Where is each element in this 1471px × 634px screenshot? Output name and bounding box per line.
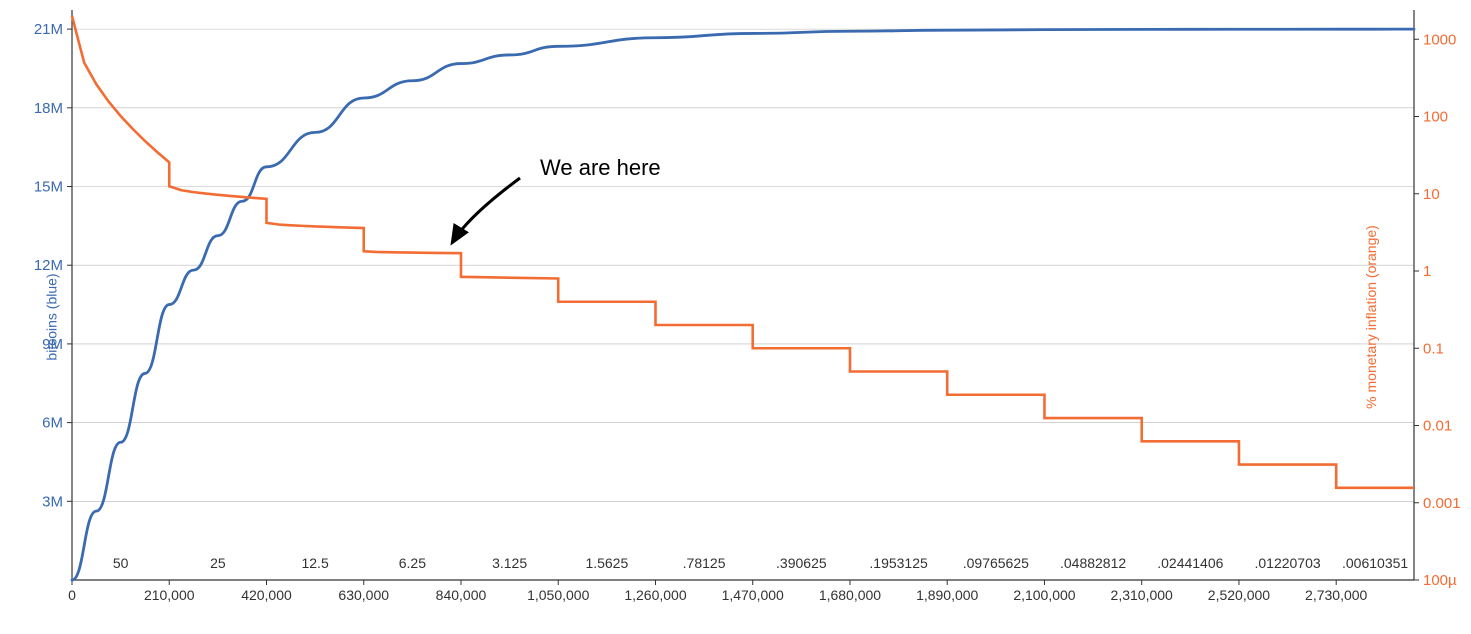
x-tick-label: 2,730,000 bbox=[1305, 587, 1367, 603]
x-tick-label: 2,100,000 bbox=[1013, 587, 1075, 603]
x-tick-label: 2,520,000 bbox=[1208, 587, 1270, 603]
x-tick-label: 2,310,000 bbox=[1111, 587, 1173, 603]
y-right-tick-label: 10 bbox=[1423, 186, 1440, 203]
reward-label: .02441406 bbox=[1157, 555, 1223, 571]
y-right-axis-label: % monetary inflation (orange) bbox=[1363, 225, 1379, 409]
x-tick-label: 1,050,000 bbox=[527, 587, 589, 603]
x-tick-label: 840,000 bbox=[436, 587, 487, 603]
reward-label: .04882812 bbox=[1060, 555, 1126, 571]
reward-label: 3.125 bbox=[492, 555, 527, 571]
y-right-tick-label: 0.001 bbox=[1423, 495, 1461, 512]
y-right-tick-label: 1000 bbox=[1423, 31, 1456, 48]
y-right-tick-label: 100 bbox=[1423, 109, 1448, 126]
chart-container: bitcoins (blue) % monetary inflation (or… bbox=[0, 0, 1471, 634]
x-tick-label: 210,000 bbox=[144, 587, 195, 603]
reward-label: 50 bbox=[113, 555, 129, 571]
reward-label: 12.5 bbox=[301, 555, 328, 571]
y-right-tick-label: 0.01 bbox=[1423, 418, 1452, 435]
chart-svg: 3M6M9M12M15M18M21M10001001010.10.010.001… bbox=[0, 0, 1471, 634]
x-tick-label: 1,470,000 bbox=[722, 587, 784, 603]
x-tick-label: 1,890,000 bbox=[916, 587, 978, 603]
y-left-tick-label: 6M bbox=[42, 415, 63, 432]
reward-label: .09765625 bbox=[963, 555, 1029, 571]
x-tick-label: 420,000 bbox=[241, 587, 292, 603]
supply-line bbox=[72, 29, 1414, 580]
reward-label: .01220703 bbox=[1254, 555, 1320, 571]
annotation-text: We are here bbox=[540, 155, 661, 181]
y-right-tick-label: 0.1 bbox=[1423, 340, 1444, 357]
y-left-tick-label: 15M bbox=[34, 179, 63, 196]
annotation-arrow bbox=[452, 178, 520, 243]
reward-label: .1953125 bbox=[869, 555, 928, 571]
y-left-axis-label: bitcoins (blue) bbox=[44, 273, 60, 360]
y-right-tick-label: 100µ bbox=[1423, 572, 1457, 589]
x-tick-label: 630,000 bbox=[338, 587, 389, 603]
x-tick-label: 1,680,000 bbox=[819, 587, 881, 603]
reward-label: .78125 bbox=[683, 555, 726, 571]
reward-label: 1.5625 bbox=[585, 555, 628, 571]
x-tick-label: 0 bbox=[68, 587, 76, 603]
reward-label: .00610351 bbox=[1342, 555, 1408, 571]
y-left-tick-label: 21M bbox=[34, 21, 63, 38]
y-left-tick-label: 12M bbox=[34, 257, 63, 274]
reward-label: .390625 bbox=[776, 555, 827, 571]
x-tick-label: 1,260,000 bbox=[624, 587, 686, 603]
y-left-tick-label: 3M bbox=[42, 493, 63, 510]
reward-label: 6.25 bbox=[399, 555, 426, 571]
y-left-tick-label: 18M bbox=[34, 100, 63, 117]
y-right-tick-label: 1 bbox=[1423, 263, 1431, 280]
reward-label: 25 bbox=[210, 555, 226, 571]
inflation-line bbox=[72, 16, 1414, 488]
